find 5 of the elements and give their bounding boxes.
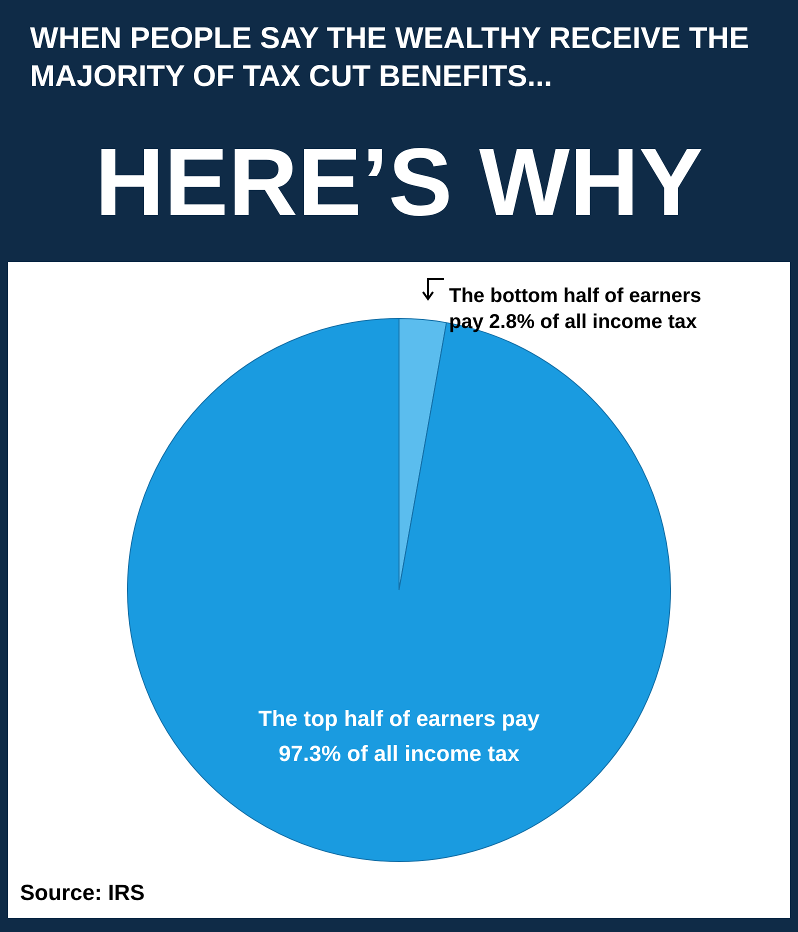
slice-label: The top half of earners pay 97.3% of all income tax <box>258 706 540 766</box>
source-note: Source: IRS <box>20 880 145 906</box>
chart-subtitle: HERE’S WHY <box>94 128 704 238</box>
slice-label: The bottom half of earners pay 2.8% of all income tax <box>449 285 702 334</box>
chart-title: WHEN PEOPLE SAY THE WEALTHY RECEIVE THE MAJORITY OF TAX CUT BENEFITS... <box>30 21 750 95</box>
